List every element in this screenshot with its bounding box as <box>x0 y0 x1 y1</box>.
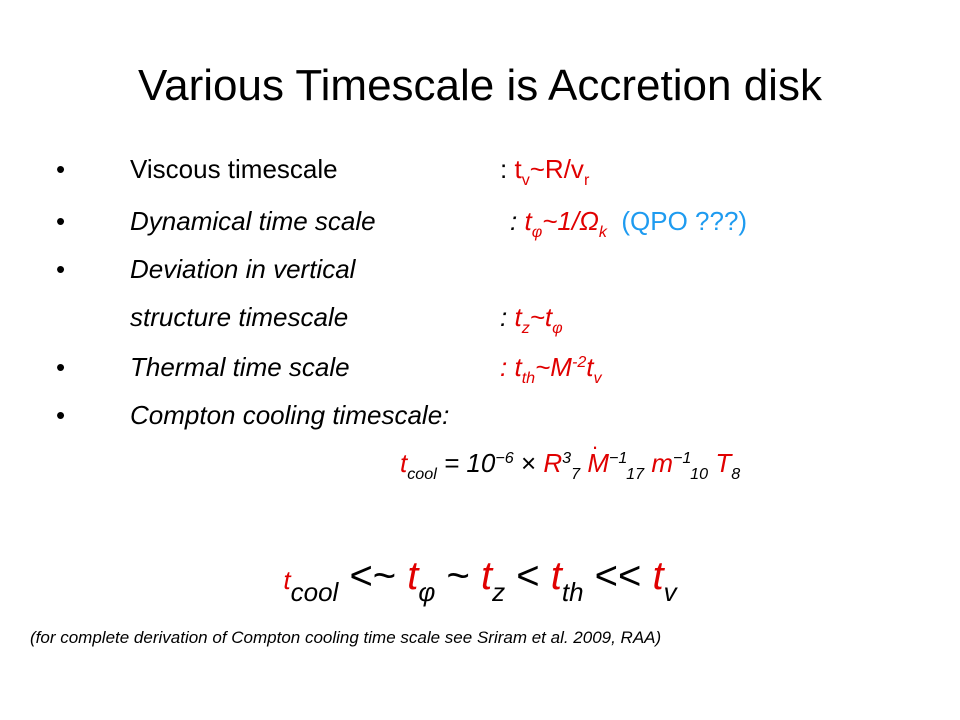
bullet-dot: • <box>56 352 66 382</box>
bullet-label: Compton cooling timescale: <box>130 400 450 430</box>
bullet-label: Deviation in vertical <box>130 254 356 284</box>
slide-title: Various Timescale is Accretion disk <box>138 61 822 110</box>
bullet-dot: • <box>56 400 66 430</box>
qpo-note: (QPO ???) <box>621 206 748 236</box>
structure-value: : tz~tφ <box>500 302 563 338</box>
bullet-label: structure timescale <box>130 302 349 332</box>
compton-formula: tcool = 10−6 × R37 · M−117 m−110 T8 <box>400 434 741 484</box>
bullet-dot: • <box>56 206 66 236</box>
mdot-symbol: · M <box>587 434 609 478</box>
viscous-value: : tv~R/vr <box>500 154 590 190</box>
bullet-label: Viscous timescale <box>130 154 338 184</box>
reference-note: (for complete derivation of Compton cool… <box>30 628 662 647</box>
bullet-dot: • <box>56 154 66 184</box>
bullet-dot: • <box>56 254 66 284</box>
bullet-label: Thermal time scale <box>130 352 350 382</box>
dynamical-value: : tφ~1/Ωk (QPO ???) <box>510 206 748 242</box>
timescale-relation: tcool <~ tφ ~ tz < tth << tv <box>283 554 677 607</box>
thermal-value: : tth~M-2tv <box>500 352 602 388</box>
bullet-label: Dynamical time scale <box>130 206 376 236</box>
